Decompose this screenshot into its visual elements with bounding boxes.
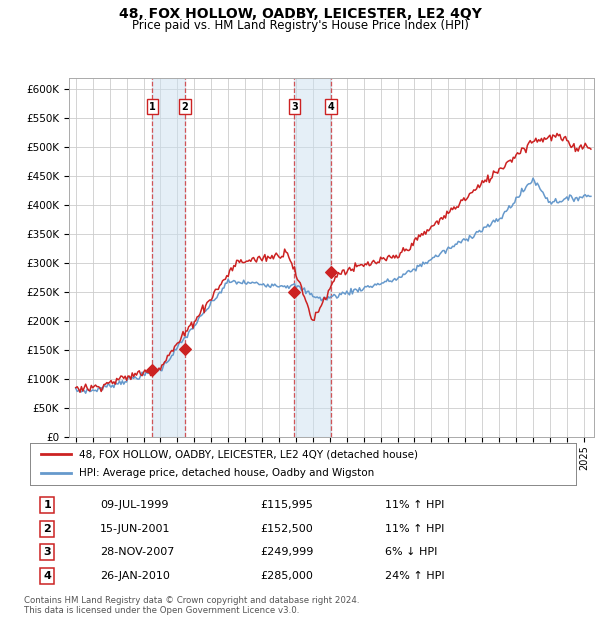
Text: 3: 3 xyxy=(291,102,298,112)
Text: HPI: Average price, detached house, Oadby and Wigston: HPI: Average price, detached house, Oadb… xyxy=(79,468,374,478)
Text: 26-JAN-2010: 26-JAN-2010 xyxy=(100,571,170,581)
Text: 4: 4 xyxy=(43,571,51,581)
Point xyxy=(148,365,157,374)
Text: £285,000: £285,000 xyxy=(260,571,313,581)
Text: Price paid vs. HM Land Registry's House Price Index (HPI): Price paid vs. HM Land Registry's House … xyxy=(131,19,469,32)
Text: 1: 1 xyxy=(149,102,155,112)
Text: 24% ↑ HPI: 24% ↑ HPI xyxy=(385,571,444,581)
Bar xyxy=(152,78,185,437)
Text: 15-JUN-2001: 15-JUN-2001 xyxy=(100,524,170,534)
Text: Contains HM Land Registry data © Crown copyright and database right 2024.: Contains HM Land Registry data © Crown c… xyxy=(24,596,359,606)
Point xyxy=(326,267,336,277)
Text: 11% ↑ HPI: 11% ↑ HPI xyxy=(385,500,444,510)
Bar xyxy=(295,78,331,437)
Text: 2: 2 xyxy=(43,524,51,534)
Text: £152,500: £152,500 xyxy=(260,524,313,534)
Text: 2: 2 xyxy=(182,102,188,112)
Text: 6% ↓ HPI: 6% ↓ HPI xyxy=(385,547,437,557)
Point xyxy=(290,287,299,297)
Text: 09-JUL-1999: 09-JUL-1999 xyxy=(100,500,168,510)
Text: This data is licensed under the Open Government Licence v3.0.: This data is licensed under the Open Gov… xyxy=(24,606,299,616)
Text: 3: 3 xyxy=(44,547,51,557)
Text: 48, FOX HOLLOW, OADBY, LEICESTER, LE2 4QY (detached house): 48, FOX HOLLOW, OADBY, LEICESTER, LE2 4Q… xyxy=(79,450,418,459)
Point xyxy=(180,343,190,353)
Text: £249,999: £249,999 xyxy=(260,547,314,557)
Text: 4: 4 xyxy=(328,102,334,112)
Text: 48, FOX HOLLOW, OADBY, LEICESTER, LE2 4QY: 48, FOX HOLLOW, OADBY, LEICESTER, LE2 4Q… xyxy=(119,7,481,22)
Text: £115,995: £115,995 xyxy=(260,500,313,510)
Text: 1: 1 xyxy=(43,500,51,510)
Text: 28-NOV-2007: 28-NOV-2007 xyxy=(100,547,174,557)
Text: 11% ↑ HPI: 11% ↑ HPI xyxy=(385,524,444,534)
